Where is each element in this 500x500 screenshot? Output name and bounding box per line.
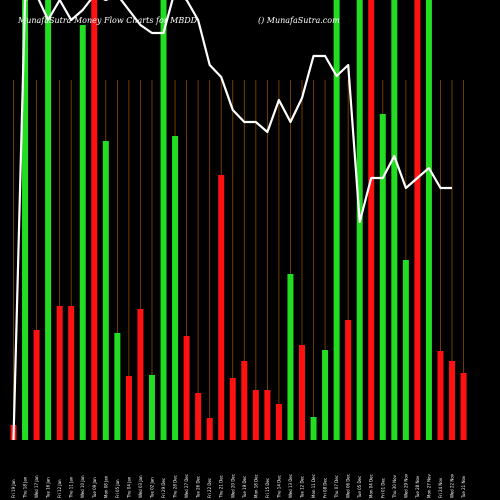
bar-thu-11-jan: [68, 306, 75, 440]
x-tick-label: Thu 04 Jan: [126, 476, 131, 499]
bar-tue-28-nov: [414, 0, 421, 440]
bar-fri-29-dec: [160, 0, 167, 440]
bar-tue-12-dec: [299, 345, 305, 440]
x-tick-label: Mon 18 Dec: [253, 474, 258, 498]
x-tick-label: Fri 05 Jan: [115, 479, 120, 498]
x-tick-label: Wed 13 Dec: [288, 474, 293, 498]
x-tick-label: Wed 10 Jan: [80, 475, 85, 498]
x-tick-label: Fri 22 Dec: [207, 478, 212, 498]
bar-wed-03-jan: [137, 309, 144, 440]
x-tick-label: Tue 28 Nov: [415, 475, 420, 499]
x-tick-label: Mon 04 Dec: [369, 474, 374, 498]
bar-tue-26-dec: [195, 393, 202, 440]
bar-wed-20-dec: [229, 378, 236, 440]
bar-fri-08-dec: [322, 350, 329, 440]
bar-thu-28-dec: [172, 136, 179, 440]
bar-wed-13-dec: [287, 274, 294, 440]
x-tick-label: Fri 19 Jan: [11, 479, 16, 498]
bar-thu-21-dec: [218, 175, 225, 440]
x-tick-label: Wed 20 Dec: [230, 474, 235, 498]
x-tick-label: Wed 03 Jan: [138, 475, 143, 498]
bar-fri-15-dec: [264, 390, 271, 440]
bar-mon-18-dec: [252, 390, 259, 440]
bar-thu-14-dec: [275, 404, 282, 440]
x-tick-label: Thu 28 Dec: [173, 475, 178, 499]
bar-thu-30-nov: [391, 0, 398, 440]
bar-wed-27-dec: [183, 336, 190, 440]
bar-fri-24-nov: [437, 351, 444, 440]
x-tick-label: Fri 15 Dec: [265, 478, 270, 498]
x-tick-label: Wed 22 Nov: [450, 473, 455, 498]
bar-tue-16-jan: [45, 0, 52, 440]
x-tick-label: Fri 01 Dec: [380, 478, 385, 498]
x-tick-label: Tue 21 Nov: [461, 475, 466, 499]
bar-fri-05-jan: [114, 333, 121, 440]
bar-mon-08-jan: [102, 141, 109, 440]
x-tick-label: Tue 02 Jan: [149, 477, 154, 499]
bar-fri-12-jan: [56, 306, 63, 440]
bar-tue-09-jan: [91, 0, 98, 440]
bar-wed-22-nov: [449, 361, 456, 440]
bar-wed-10-jan: [79, 25, 86, 440]
x-tick-label: Tue 16 Jan: [46, 477, 51, 499]
bar-thu-07-dec: [333, 0, 340, 440]
x-tick-label: Thu 11 Jan: [69, 476, 74, 499]
x-tick-label: Thu 30 Nov: [392, 474, 397, 499]
x-tick-label: Tue 09 Jan: [92, 477, 97, 499]
x-tick-label: Tue 26 Dec: [196, 476, 201, 499]
chart-title: MunafaSutra Money Flow Charts for MBDD: [17, 16, 198, 25]
x-tick-label: Mon 27 Nov: [426, 473, 431, 498]
x-axis-labels: Fri 19 Jan Thu 18 Jan Wed 17 Jan Tue 16 Jan…: [11, 473, 466, 499]
bar-series: [10, 0, 467, 440]
x-tick-label: Fri 12 Jan: [57, 479, 62, 498]
bar-thu-04-jan: [125, 376, 132, 440]
bar-wed-29-nov: [402, 260, 409, 440]
x-tick-label: Tue 12 Dec: [300, 476, 305, 499]
bar-fri-22-dec: [206, 418, 213, 440]
watermark: () MunafaSutra.com: [258, 16, 340, 25]
x-tick-label: Thu 14 Dec: [276, 475, 281, 499]
bar-tue-19-dec: [241, 361, 248, 440]
bar-wed-06-dec: [345, 320, 352, 440]
x-tick-label: Fri 24 Nov: [438, 477, 443, 498]
x-tick-label: Thu 07 Dec: [334, 475, 339, 499]
x-tick-label: Thu 18 Jan: [23, 476, 28, 499]
bar-mon-04-dec: [368, 0, 375, 440]
x-tick-label: Tue 05 Dec: [357, 476, 362, 499]
x-tick-label: Wed 27 Dec: [184, 474, 189, 498]
x-tick-label: Mon 08 Jan: [103, 475, 108, 498]
bar-mon-11-dec: [310, 417, 317, 440]
bar-wed-17-jan: [33, 330, 40, 440]
x-tick-label: Wed 29 Nov: [403, 473, 408, 498]
bar-thu-18-jan: [22, 0, 29, 440]
bar-tue-21-nov: [460, 373, 467, 440]
x-tick-label: Mon 11 Dec: [311, 474, 316, 498]
x-tick-label: Tue 19 Dec: [242, 476, 247, 499]
x-tick-label: Thu 21 Dec: [219, 475, 224, 499]
bar-mon-27-nov: [425, 0, 432, 440]
x-tick-label: Fri 29 Dec: [161, 478, 166, 498]
x-tick-label: Fri 08 Dec: [323, 478, 328, 498]
money-flow-line: [12, 0, 452, 441]
bar-tue-02-jan: [148, 375, 155, 440]
x-tick-label: Wed 06 Dec: [346, 474, 351, 498]
bar-fri-01-dec: [379, 114, 386, 440]
x-tick-label: Wed 17 Jan: [34, 475, 39, 498]
